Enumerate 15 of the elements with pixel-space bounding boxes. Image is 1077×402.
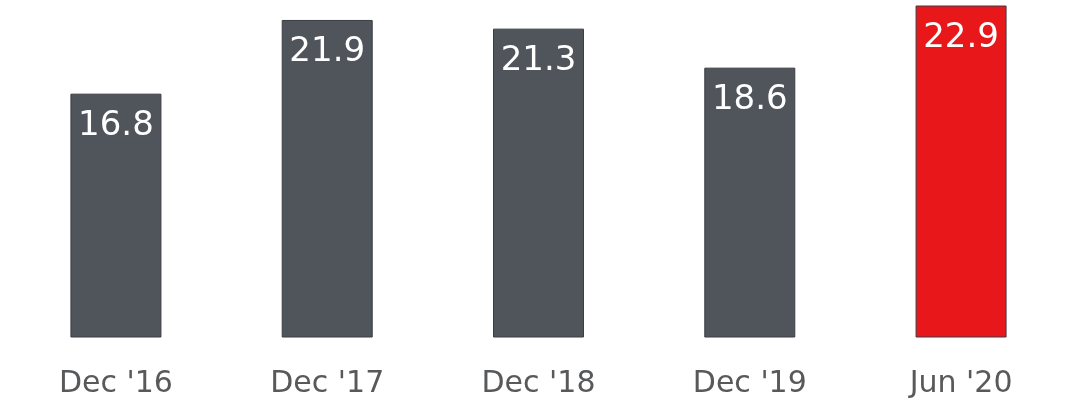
data-label: 21.9 [289, 29, 366, 70]
x-tick-label: Dec '17 [270, 363, 385, 399]
x-tick-label: Jun '20 [907, 363, 1013, 399]
data-label: 21.3 [500, 38, 577, 79]
bar [281, 19, 373, 338]
x-tick-label: Dec '18 [481, 363, 596, 399]
bar [70, 93, 162, 338]
x-tick-label: Dec '16 [58, 363, 173, 399]
data-label: 22.9 [923, 15, 999, 55]
data-label: 18.6 [711, 77, 788, 118]
bar [704, 67, 796, 338]
x-tick-label: Dec '19 [692, 363, 807, 399]
data-label: 16.8 [78, 103, 154, 144]
bar [493, 28, 584, 338]
bar [915, 5, 1007, 338]
